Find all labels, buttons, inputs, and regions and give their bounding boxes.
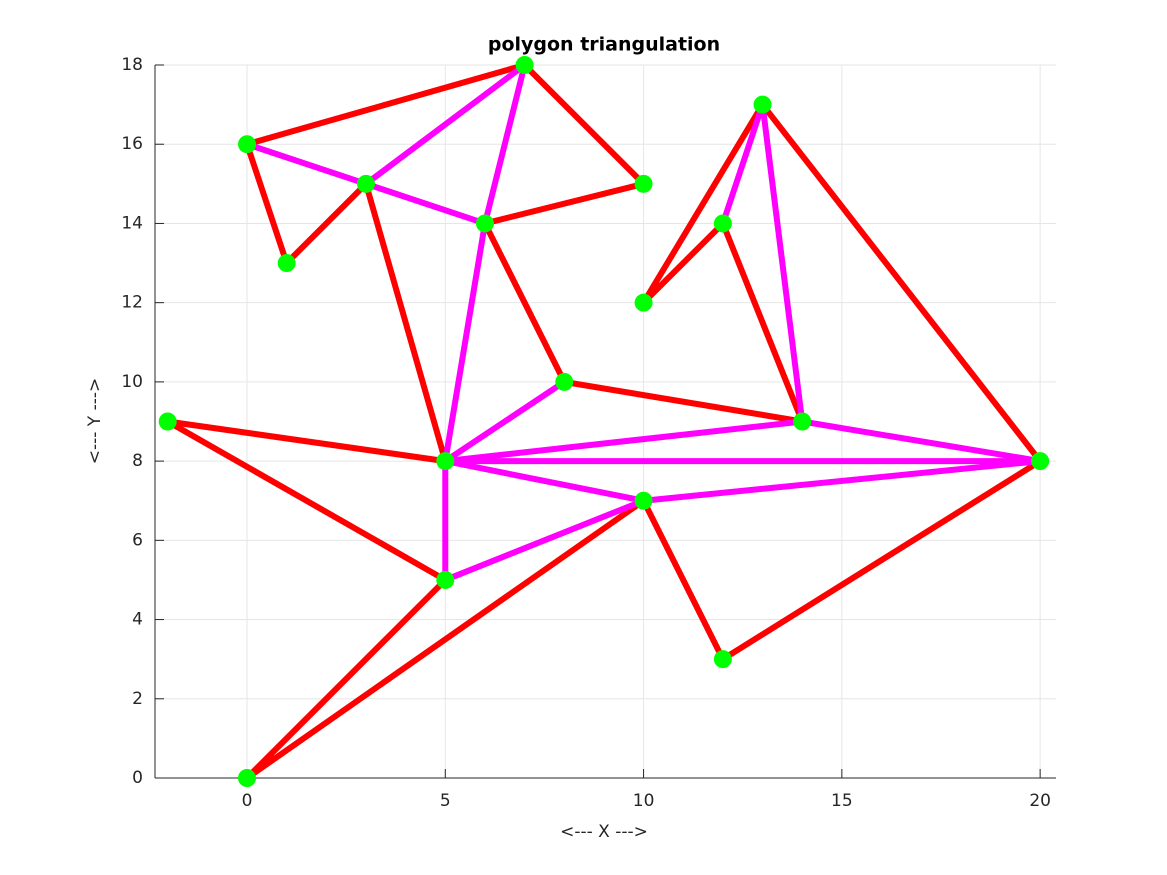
vertex [634, 174, 653, 193]
vertex [793, 412, 812, 431]
vertex [555, 372, 574, 391]
triangulation-diagonal [442, 378, 568, 465]
triangulation-diagonal [799, 418, 1044, 465]
vertex [634, 491, 653, 510]
vertex [436, 570, 455, 589]
y-tick-label: 12 [121, 293, 143, 313]
chart-title: polygon triangulation [488, 34, 720, 56]
vertex [277, 254, 296, 273]
vertex [753, 95, 772, 114]
y-tick-label: 6 [132, 530, 143, 550]
triangulation-diagonal [442, 418, 806, 465]
y-tick-label: 14 [121, 213, 143, 233]
y-tick-label: 4 [132, 610, 143, 630]
x-axis-label: <--- X ---> [560, 822, 648, 842]
triangulation-diagonal [244, 141, 369, 187]
vertex [475, 214, 494, 233]
triangulation-diagonal [442, 220, 488, 465]
x-tick-label: 0 [242, 791, 253, 811]
vertex [713, 214, 732, 233]
y-axis-label: <--- Y ---> [85, 378, 105, 465]
vertex [436, 452, 455, 471]
y-tick-label: 0 [132, 768, 143, 788]
vertex [515, 56, 534, 74]
vertex [356, 174, 375, 193]
triangulation-diagonal [481, 62, 528, 227]
y-tick-label: 18 [121, 55, 143, 75]
triangulation-diagonal [362, 62, 528, 187]
y-tick-label: 10 [121, 372, 143, 392]
x-tick-label: 5 [440, 791, 451, 811]
y-tick-label: 2 [132, 689, 143, 709]
x-tick-label: 15 [831, 791, 853, 811]
y-tick-label: 16 [121, 134, 143, 154]
triangulation-diagonal [442, 497, 647, 583]
triangulation-diagonal [719, 101, 766, 227]
triangulation-diagonal [362, 180, 488, 227]
x-tick-label: 20 [1029, 791, 1051, 811]
vertex [713, 650, 732, 669]
vertex [1031, 452, 1050, 471]
triangulation-diagonal [759, 101, 806, 425]
y-tick-label: 8 [132, 451, 143, 471]
vertex [238, 135, 257, 154]
x-tick-label: 10 [633, 791, 655, 811]
triangulation-diagonal [442, 458, 647, 504]
vertex [158, 412, 177, 431]
vertex [634, 293, 653, 312]
vertex [238, 769, 257, 787]
triangulation-diagonal [640, 458, 1044, 504]
